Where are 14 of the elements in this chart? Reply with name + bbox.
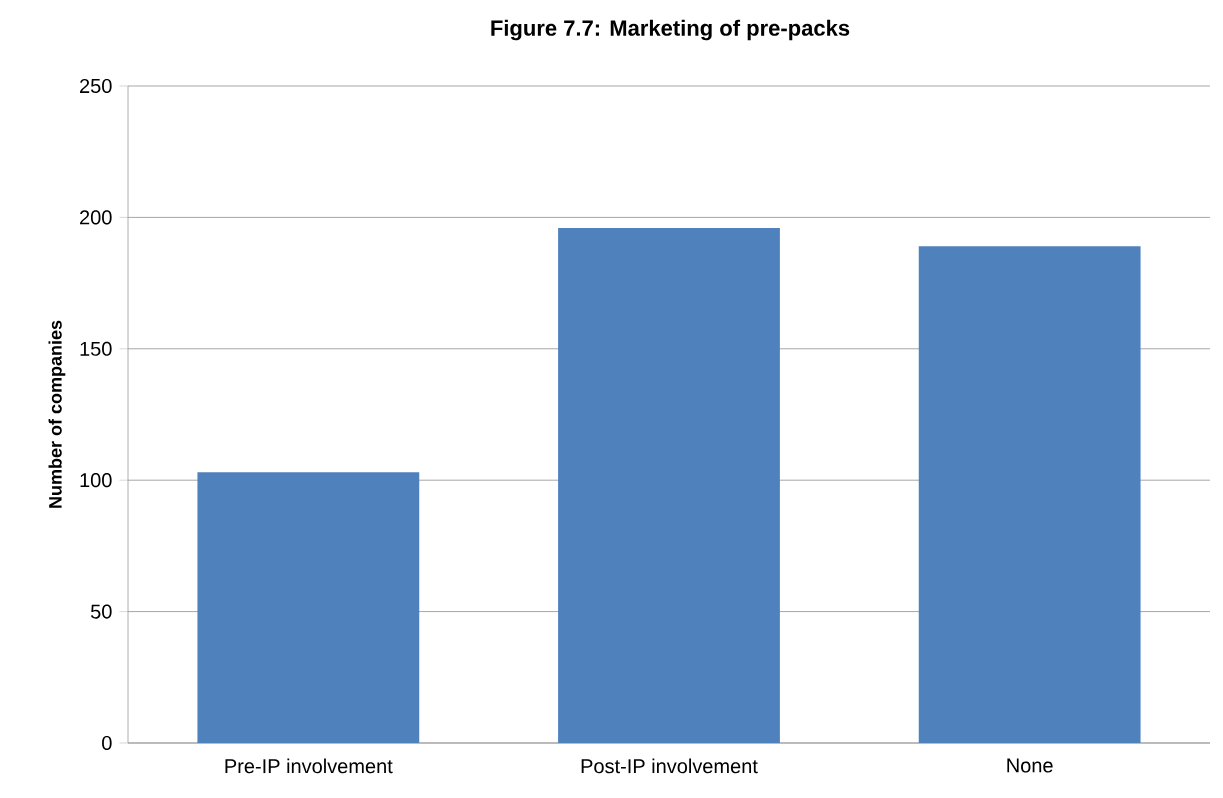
y-tick-label: 200 bbox=[80, 210, 112, 225]
y-tick-label: 150 bbox=[80, 341, 112, 356]
x-tick-label: Pre-IP involvement bbox=[225, 758, 393, 774]
y-tick-label: 100 bbox=[80, 473, 112, 488]
y-axis-title: Number of companies bbox=[48, 320, 66, 508]
y-tick-label: 0 bbox=[102, 735, 112, 751]
x-tick-label: None bbox=[1007, 758, 1053, 773]
x-tick-label: Post-IP involvement bbox=[581, 758, 758, 774]
bar bbox=[918, 246, 1141, 743]
y-tick-label: 250 bbox=[80, 78, 112, 94]
bar bbox=[558, 227, 780, 743]
y-tick-label: 50 bbox=[90, 604, 112, 619]
bar bbox=[197, 472, 420, 743]
chart-title: Figure 7.7: Marketing of pre-packs bbox=[491, 19, 850, 41]
